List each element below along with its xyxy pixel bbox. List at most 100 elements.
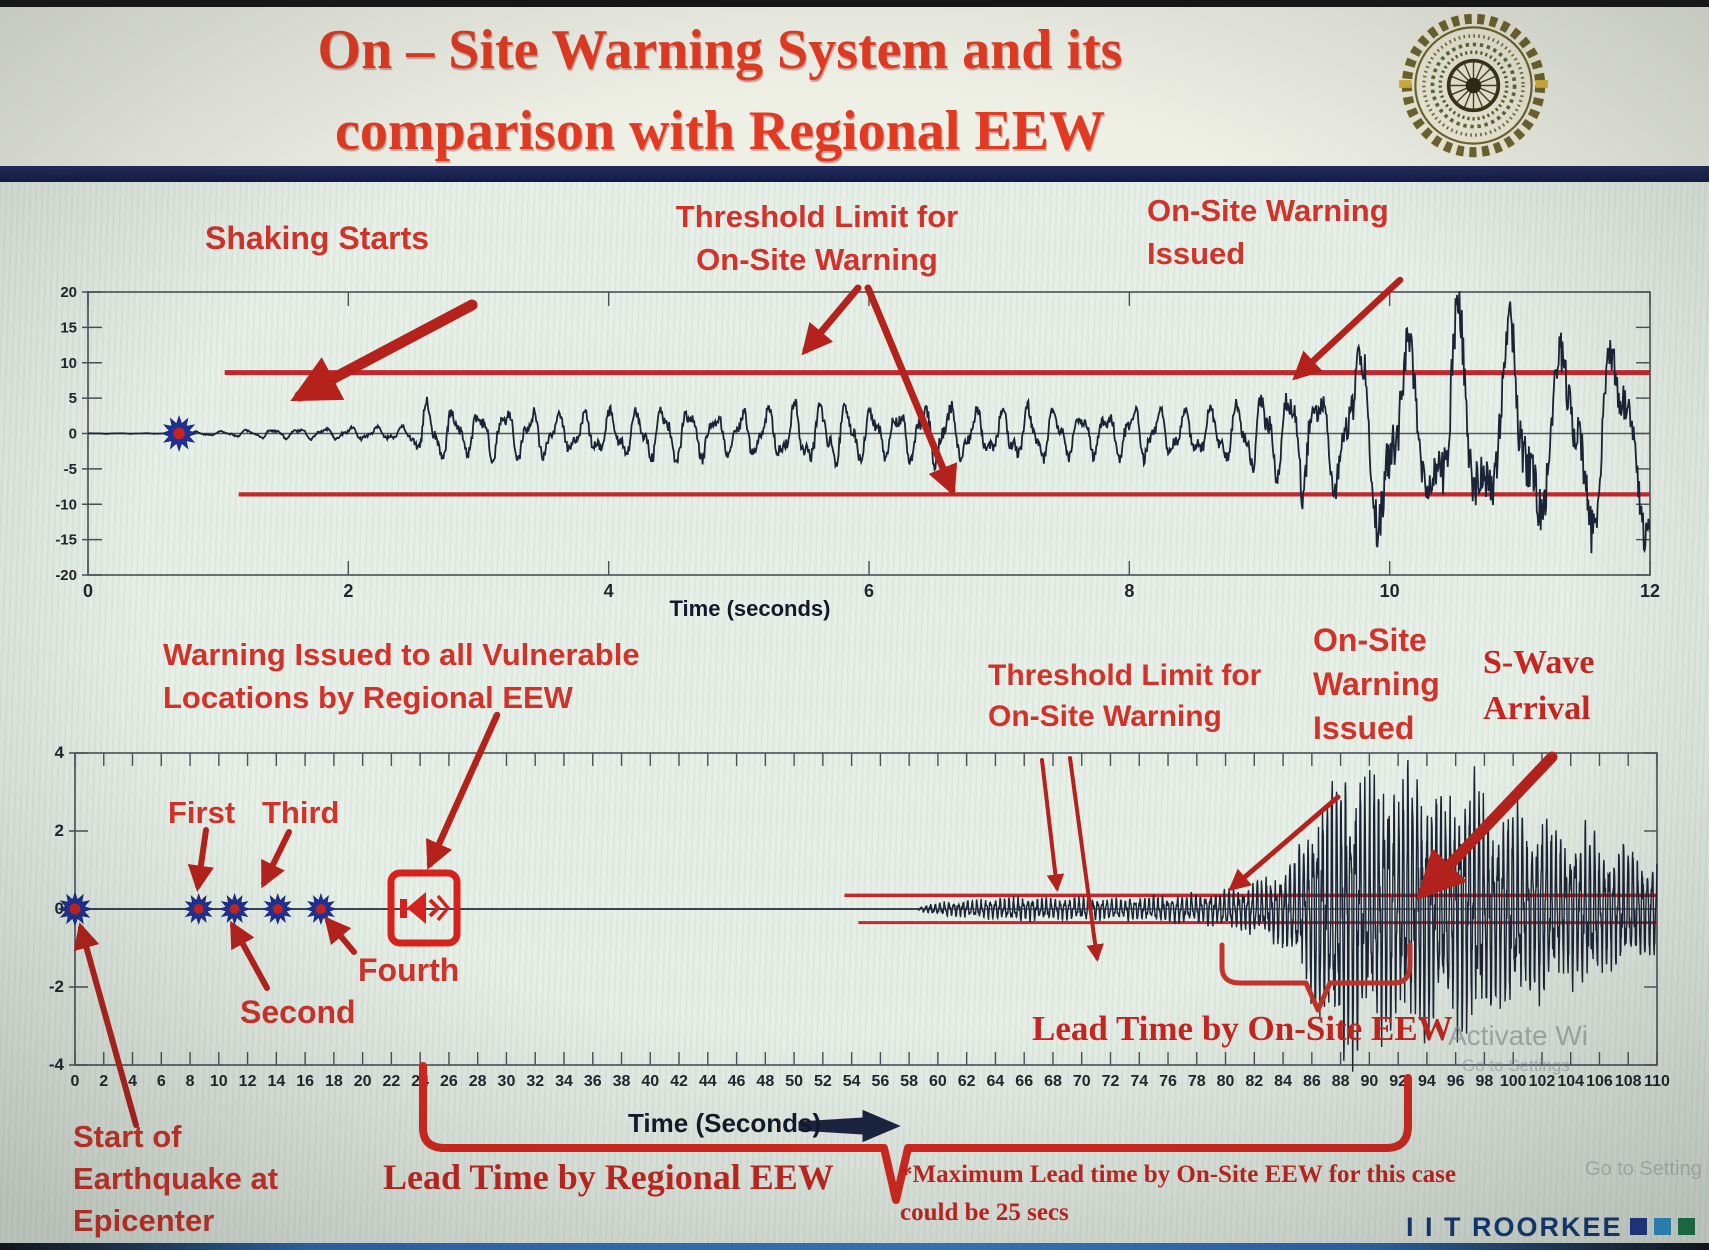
svg-text:70: 70 [1073, 1073, 1091, 1090]
svg-text:20: 20 [354, 1073, 372, 1090]
label-onsite-issued-bottom-line1: On-Site [1313, 622, 1427, 658]
label-threshold-top: Threshold Limit for On-Site Warning [672, 196, 962, 282]
svg-text:82: 82 [1245, 1073, 1263, 1090]
svg-text:18: 18 [325, 1073, 343, 1090]
svg-text:0: 0 [69, 426, 77, 443]
svg-text:74: 74 [1130, 1073, 1148, 1090]
label-threshold-bottom-line2: On-Site Warning [988, 700, 1222, 734]
label-s-wave-arrival: S-Wave Arrival [1483, 640, 1594, 732]
brace-lead-time-onsite [1219, 942, 1413, 1013]
svg-text:68: 68 [1044, 1073, 1062, 1090]
svg-text:100: 100 [1500, 1073, 1527, 1090]
label-onsite-issued-bottom-line3: Issued [1313, 710, 1415, 747]
label-onsite-issued-top: On-Site Warning Issued [1147, 190, 1389, 276]
label-regional-warning-line2: Locations by Regional EEW [163, 679, 573, 715]
label-max-lead-note-line1: *Maximum Lead time by On-Site EEW for th… [900, 1161, 1457, 1188]
svg-text:96: 96 [1447, 1073, 1465, 1090]
arrow-threshold-lower-bottom [1068, 756, 1104, 962]
svg-text:-4: -4 [49, 1055, 65, 1074]
arrow-regional-warning [426, 711, 501, 870]
photo-top-edge [0, 0, 1709, 7]
label-lead-time-regional: Lead Time by Regional EEW [383, 1157, 834, 1197]
svg-text:78: 78 [1188, 1073, 1206, 1090]
svg-text:46: 46 [728, 1073, 746, 1090]
svg-text:86: 86 [1303, 1073, 1321, 1090]
iit-roorkee-wordmark: I I T ROORKEE [1406, 1212, 1623, 1242]
brace-lead-time-regional [419, 1062, 1412, 1204]
svg-text:4: 4 [55, 743, 65, 762]
svg-text:66: 66 [1015, 1073, 1033, 1090]
label-first: First [168, 795, 236, 830]
svg-text:0: 0 [71, 1073, 80, 1090]
svg-text:-2: -2 [49, 977, 64, 996]
title-separator-bar [0, 166, 1709, 182]
svg-text:44: 44 [699, 1073, 717, 1090]
svg-text:38: 38 [613, 1073, 631, 1090]
svg-text:4: 4 [604, 581, 614, 601]
svg-text:104: 104 [1557, 1073, 1584, 1090]
seismogram-trace [75, 759, 1658, 1072]
label-start-epicenter: Start of Earthquake at Epicenter [73, 1116, 278, 1242]
arrow-s-wave-arrival [1416, 751, 1558, 900]
arrow-first [187, 827, 214, 892]
label-start-line1: Start of [73, 1119, 182, 1154]
time-axis-arrow-icon [797, 1108, 904, 1144]
svg-text:20: 20 [60, 284, 77, 301]
svg-text:2: 2 [343, 581, 353, 601]
label-onsite-issued-bottom: On-Site Warning Issued [1313, 618, 1440, 750]
epicenter-marker [57, 891, 93, 927]
label-second: Second [240, 994, 356, 1030]
svg-text:14: 14 [267, 1073, 285, 1090]
brand-square-green [1678, 1218, 1695, 1235]
arrow-second [230, 920, 270, 991]
label-regional-warning: Warning Issued to all Vulnerable Locatio… [163, 634, 640, 720]
svg-text:34: 34 [555, 1073, 573, 1090]
slide-title-line2: comparison with Regional EEW [334, 100, 1106, 163]
p-wave-marker-second [218, 892, 251, 926]
arrow-onsite-issued-top [1292, 276, 1404, 381]
svg-text:106: 106 [1586, 1073, 1613, 1090]
svg-text:50: 50 [785, 1073, 803, 1090]
goto-settings-watermark-2: Go to Setting [1585, 1158, 1702, 1180]
svg-text:48: 48 [756, 1073, 774, 1090]
p-wave-marker-first [182, 892, 215, 926]
svg-text:22: 22 [383, 1073, 401, 1090]
svg-text:32: 32 [526, 1073, 544, 1090]
onsite-station-seismogram: 0 2 4 6 8 10 12 20 15 10 5 0 -5 -10 -15 -20 [55, 284, 1660, 601]
p-wave-markers [57, 414, 337, 927]
label-fourth: Fourth [358, 952, 460, 988]
svg-text:-5: -5 [64, 461, 77, 478]
label-threshold-bottom-line1: Threshold Limit for [988, 659, 1262, 692]
arrow-epicenter [73, 922, 139, 1128]
svg-text:6: 6 [157, 1073, 166, 1090]
svg-text:92: 92 [1389, 1073, 1407, 1090]
svg-text:62: 62 [958, 1073, 976, 1090]
svg-text:8: 8 [1124, 581, 1134, 601]
label-threshold-top-line1: Threshold Limit for [675, 199, 959, 234]
svg-text:-20: -20 [55, 567, 77, 584]
svg-text:15: 15 [60, 319, 77, 336]
svg-text:56: 56 [871, 1073, 889, 1090]
svg-text:76: 76 [1159, 1073, 1177, 1090]
brand-square-blue [1630, 1218, 1647, 1235]
label-threshold-bottom: Threshold Limit for On-Site Warning [988, 655, 1261, 738]
svg-text:8: 8 [186, 1073, 195, 1090]
svg-text:10: 10 [1380, 581, 1400, 601]
seismogram-trace [88, 291, 1651, 554]
svg-text:10: 10 [60, 355, 77, 372]
arrow-threshold-lower-top [864, 284, 958, 497]
svg-text:12: 12 [1640, 581, 1660, 601]
svg-text:16: 16 [296, 1073, 314, 1090]
svg-text:36: 36 [584, 1073, 602, 1090]
svg-text:94: 94 [1418, 1073, 1436, 1090]
label-onsite-issued-top-line1: On-Site Warning [1147, 193, 1389, 228]
svg-text:12: 12 [239, 1073, 257, 1090]
bottom-x-axis-title: Time (Seconds) [628, 1108, 822, 1138]
label-third: Third [262, 795, 340, 830]
svg-text:102: 102 [1529, 1073, 1556, 1090]
svg-text:28: 28 [469, 1073, 487, 1090]
label-s-wave-line2: Arrival [1483, 689, 1591, 727]
svg-text:98: 98 [1476, 1073, 1494, 1090]
arrow-third [261, 829, 292, 889]
